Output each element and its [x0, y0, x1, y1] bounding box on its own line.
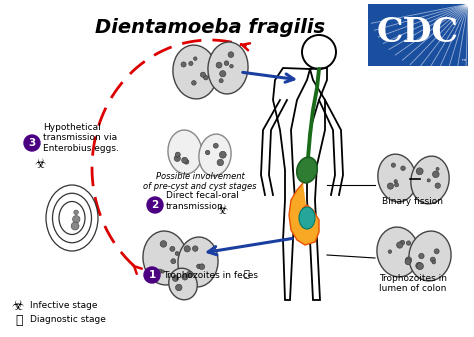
- Circle shape: [213, 143, 218, 148]
- Text: Direct fecal-oral
transmission: Direct fecal-oral transmission: [166, 191, 239, 211]
- Circle shape: [432, 171, 439, 178]
- Text: 2: 2: [151, 200, 159, 210]
- Text: CDC: CDC: [377, 16, 459, 49]
- Text: 1: 1: [148, 270, 155, 280]
- Text: 🔬: 🔬: [244, 268, 250, 278]
- Text: 🔬: 🔬: [15, 313, 22, 327]
- Circle shape: [230, 64, 233, 68]
- Circle shape: [216, 62, 222, 68]
- Ellipse shape: [299, 207, 315, 229]
- Ellipse shape: [173, 45, 217, 99]
- Circle shape: [74, 210, 78, 215]
- Text: ☣: ☣: [12, 299, 24, 313]
- Bar: [368, 4, 468, 66]
- Circle shape: [157, 269, 162, 274]
- Circle shape: [430, 257, 435, 262]
- Circle shape: [174, 155, 180, 161]
- Circle shape: [416, 262, 422, 269]
- Circle shape: [394, 183, 399, 187]
- Circle shape: [186, 271, 193, 278]
- Text: 3: 3: [28, 138, 36, 148]
- Circle shape: [405, 259, 411, 265]
- Circle shape: [217, 159, 224, 166]
- Text: Trophozoites in
lumen of colon: Trophozoites in lumen of colon: [379, 274, 447, 294]
- Text: Possible involvement
of pre-cyst and cyst stages: Possible involvement of pre-cyst and cys…: [143, 172, 257, 191]
- Circle shape: [203, 75, 208, 80]
- Circle shape: [182, 157, 188, 163]
- Circle shape: [434, 249, 439, 254]
- Circle shape: [224, 61, 229, 65]
- Ellipse shape: [411, 156, 449, 204]
- Circle shape: [219, 79, 223, 83]
- Ellipse shape: [143, 231, 187, 285]
- Circle shape: [71, 222, 79, 230]
- Circle shape: [401, 166, 405, 171]
- Circle shape: [175, 251, 179, 255]
- Circle shape: [170, 246, 175, 251]
- Ellipse shape: [199, 134, 231, 176]
- Circle shape: [406, 241, 411, 245]
- Circle shape: [192, 246, 198, 251]
- Circle shape: [144, 267, 160, 283]
- Circle shape: [197, 264, 201, 269]
- Circle shape: [388, 250, 392, 253]
- Circle shape: [172, 275, 179, 281]
- Polygon shape: [289, 183, 319, 245]
- Circle shape: [394, 180, 397, 183]
- Text: Diagnostic stage: Diagnostic stage: [30, 315, 106, 325]
- Circle shape: [417, 263, 423, 270]
- Text: Binary fission: Binary fission: [383, 197, 444, 206]
- Circle shape: [219, 151, 226, 158]
- Ellipse shape: [378, 154, 416, 202]
- Text: ™: ™: [460, 60, 466, 65]
- Circle shape: [400, 240, 405, 245]
- Circle shape: [147, 197, 163, 213]
- Ellipse shape: [168, 130, 202, 174]
- Ellipse shape: [377, 227, 419, 277]
- Ellipse shape: [178, 237, 218, 287]
- Circle shape: [73, 215, 80, 223]
- Circle shape: [416, 168, 423, 175]
- Circle shape: [24, 135, 40, 151]
- Circle shape: [175, 284, 182, 291]
- Text: ☣: ☣: [35, 158, 46, 172]
- Ellipse shape: [297, 157, 317, 183]
- Circle shape: [175, 152, 180, 157]
- Circle shape: [199, 264, 205, 270]
- Text: Infective stage: Infective stage: [30, 302, 98, 310]
- Text: ☣: ☣: [216, 204, 228, 216]
- Circle shape: [405, 257, 412, 263]
- Circle shape: [419, 253, 424, 259]
- Circle shape: [161, 270, 164, 273]
- Text: Trophozoites in feces: Trophozoites in feces: [163, 271, 258, 279]
- Circle shape: [189, 61, 193, 65]
- Circle shape: [181, 62, 186, 67]
- Ellipse shape: [169, 268, 197, 300]
- Ellipse shape: [409, 231, 451, 281]
- Circle shape: [201, 72, 206, 77]
- Circle shape: [387, 183, 393, 189]
- Circle shape: [436, 167, 439, 171]
- Circle shape: [184, 159, 189, 164]
- Text: Hypothetical
transmission via
Enterobius eggs.: Hypothetical transmission via Enterobius…: [43, 123, 119, 153]
- Circle shape: [432, 261, 436, 264]
- Circle shape: [193, 57, 197, 60]
- Circle shape: [228, 52, 234, 58]
- Circle shape: [184, 246, 191, 252]
- Circle shape: [219, 71, 226, 77]
- Circle shape: [435, 183, 440, 188]
- Circle shape: [182, 274, 188, 280]
- Circle shape: [391, 163, 395, 167]
- Circle shape: [427, 179, 430, 182]
- Ellipse shape: [208, 42, 248, 94]
- Text: Dientamoeba fragilis: Dientamoeba fragilis: [95, 18, 325, 37]
- Circle shape: [397, 242, 403, 248]
- Circle shape: [171, 259, 176, 264]
- Circle shape: [205, 150, 210, 155]
- Circle shape: [160, 241, 167, 247]
- Circle shape: [191, 81, 196, 85]
